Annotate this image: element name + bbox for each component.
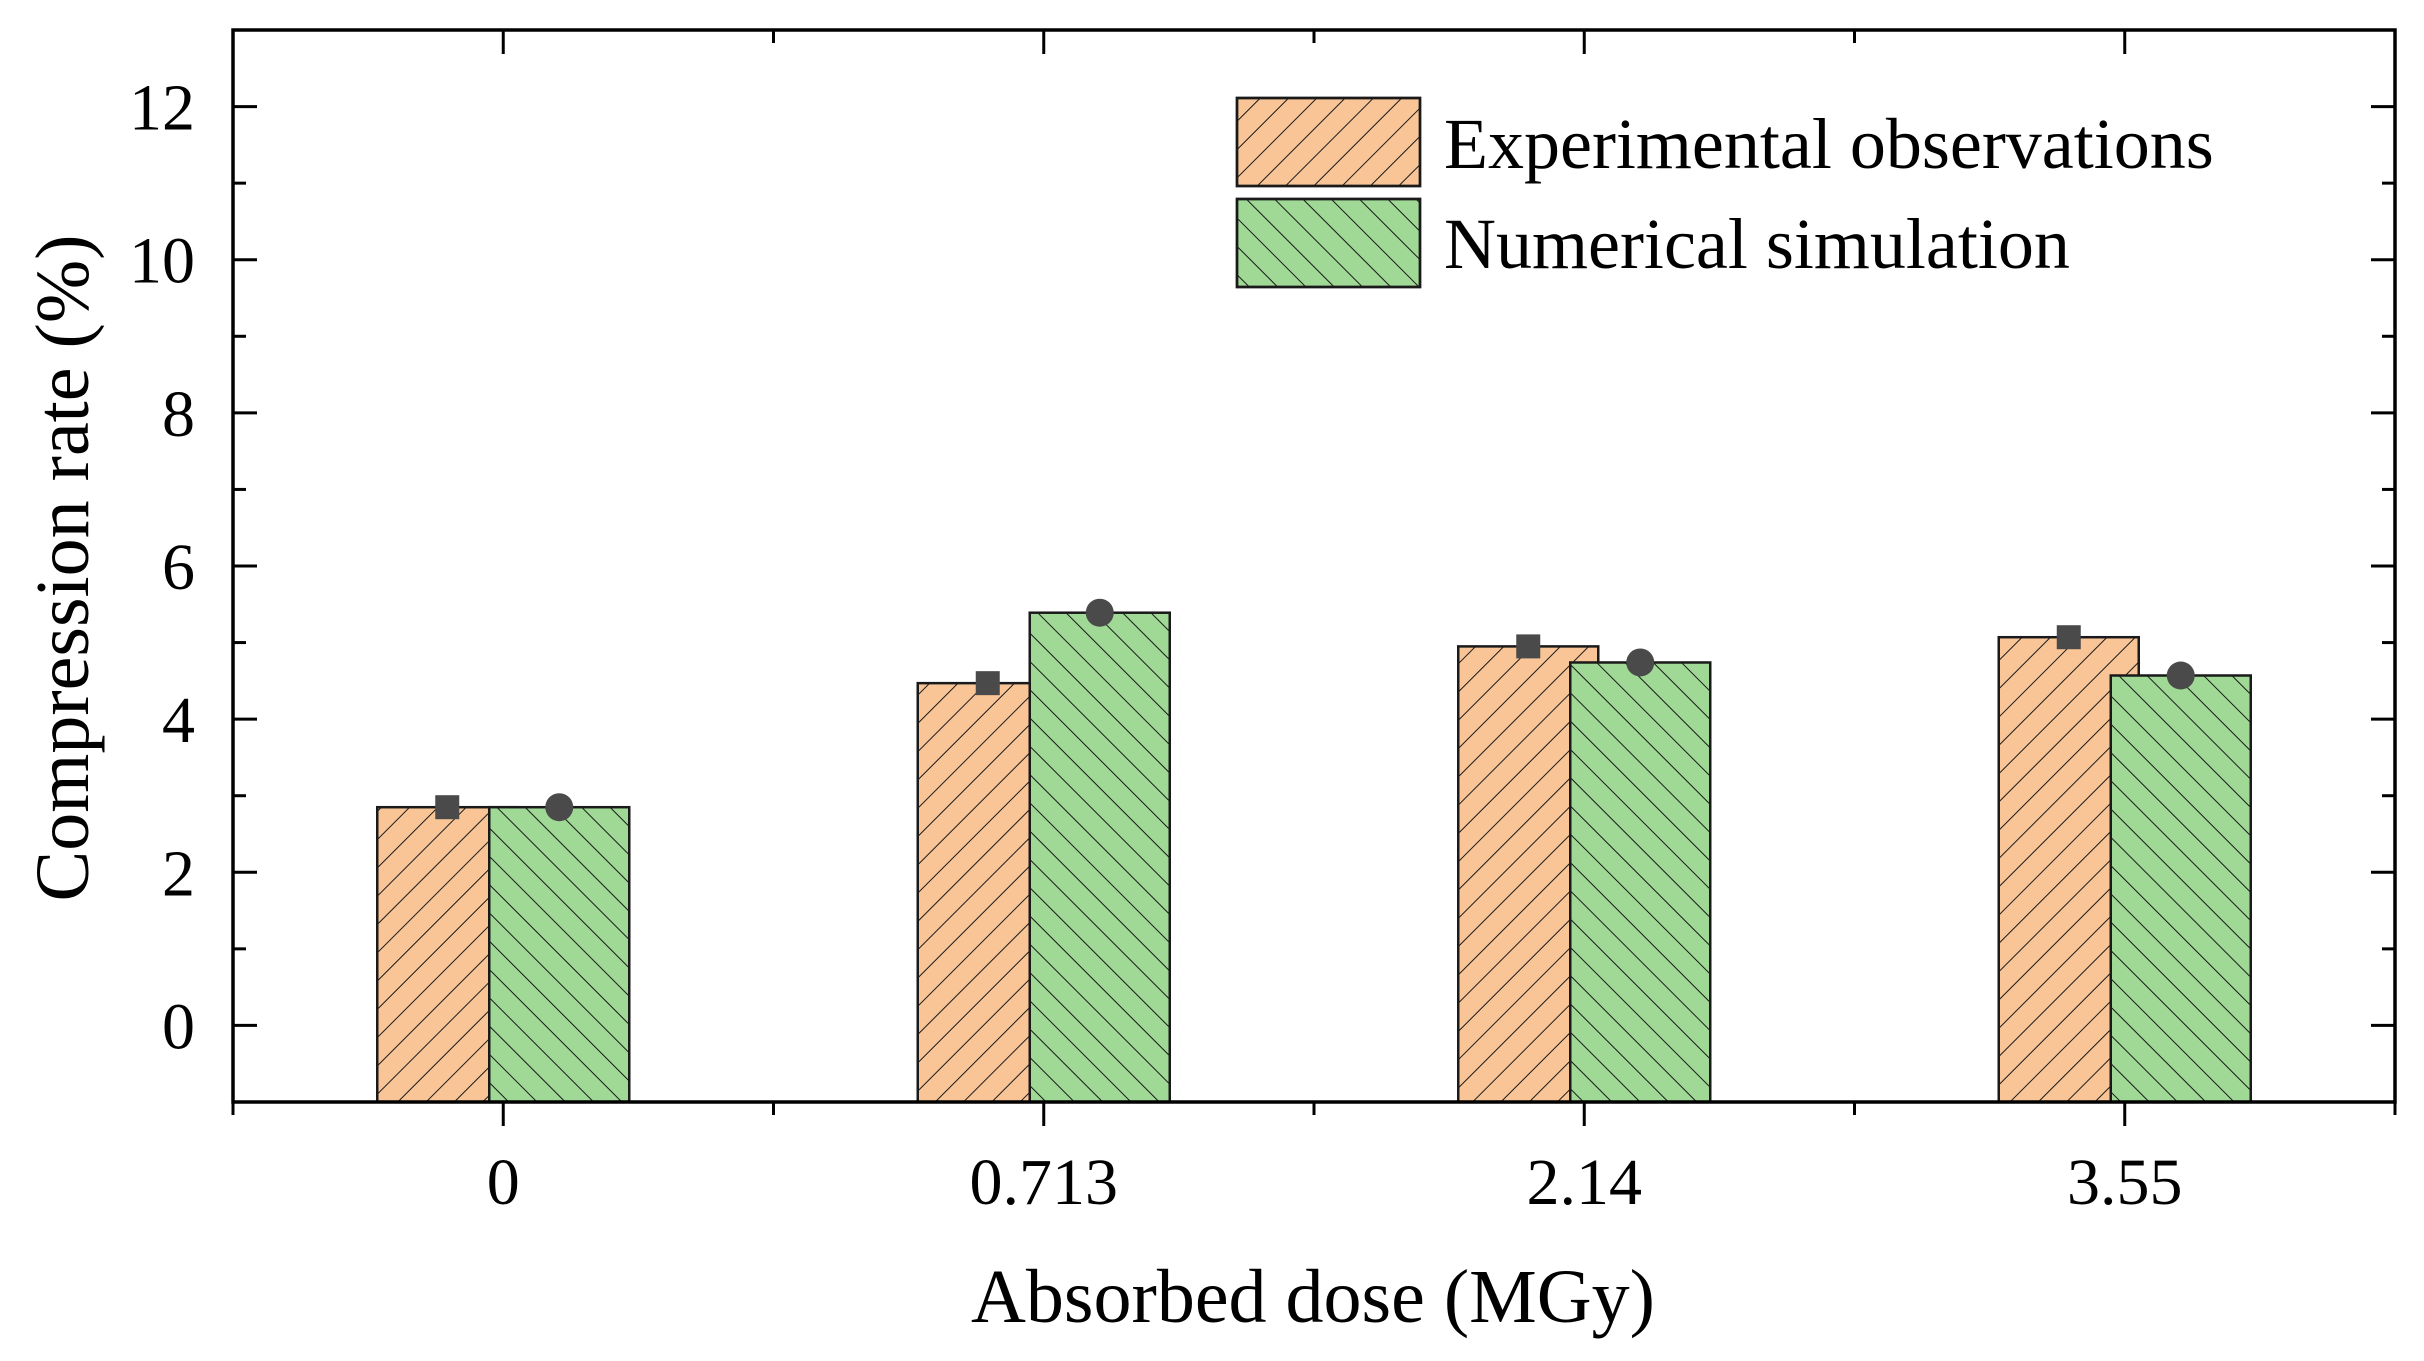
x-tick-label-3: 3.55 bbox=[2067, 1146, 2183, 1219]
bars-layer bbox=[376, 611, 2252, 1104]
marker-experimental-1 bbox=[975, 671, 1000, 696]
x-tick-label-2: 2.14 bbox=[1527, 1146, 1643, 1219]
x-axis-title: Absorbed dose (MGy) bbox=[971, 1255, 1655, 1339]
y-tick-label-6: 12 bbox=[129, 72, 195, 145]
bar-numerical-1-outline bbox=[1028, 611, 1171, 1104]
y-tick-label-0: 0 bbox=[162, 990, 195, 1063]
y-tick-label-1: 2 bbox=[162, 837, 195, 910]
bar-numerical-0-outline bbox=[488, 805, 631, 1104]
y-tick-label-4: 8 bbox=[162, 378, 195, 451]
x-tick-label-0: 0 bbox=[487, 1146, 520, 1219]
marker-numerical-0 bbox=[545, 793, 574, 822]
y-tick-label-2: 4 bbox=[162, 684, 195, 757]
axes-layer bbox=[231, 28, 2397, 1126]
legend-swatch-numerical-hatch bbox=[1235, 197, 1422, 289]
x-tick-label-1: 0.713 bbox=[970, 1146, 1119, 1219]
y-axis-title: Compression rate (%) bbox=[21, 235, 105, 902]
marker-numerical-1 bbox=[1085, 598, 1114, 627]
marker-numerical-2 bbox=[1626, 648, 1655, 677]
marker-experimental-3 bbox=[2056, 625, 2081, 650]
y-tick-label-3: 6 bbox=[162, 531, 195, 604]
bar-numerical-3-outline bbox=[2109, 674, 2252, 1104]
marker-experimental-2 bbox=[1516, 634, 1541, 659]
legend-label-experimental: Experimental observations bbox=[1444, 104, 2214, 184]
tick-labels: 0 2 4 6 8 10 12 0 0.713 2.14 3.55 bbox=[129, 72, 2183, 1219]
y-tick-label-5: 10 bbox=[129, 225, 195, 298]
legend-label-numerical: Numerical simulation bbox=[1444, 204, 2070, 284]
marker-experimental-0 bbox=[435, 795, 460, 820]
markers-layer bbox=[435, 598, 2195, 822]
legend-swatch-experimental-hatch bbox=[1235, 96, 1422, 188]
marker-numerical-3 bbox=[2166, 661, 2195, 690]
legend: Experimental observations Numerical simu… bbox=[1235, 96, 2214, 289]
bar-numerical-2-outline bbox=[1569, 661, 1712, 1104]
